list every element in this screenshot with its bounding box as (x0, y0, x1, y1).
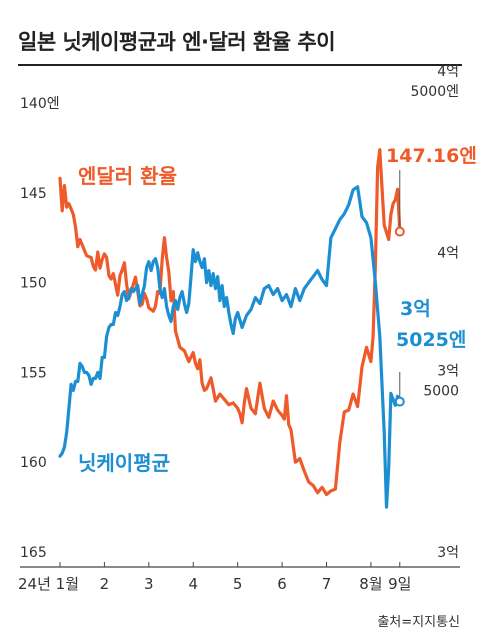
left-axis-label: 155 (20, 365, 47, 381)
end-value-jpy: 147.16엔 (386, 145, 477, 167)
x-tick-label: 5 (233, 575, 243, 593)
x-tick-label: 2 (100, 575, 110, 593)
right-axis-label: 5000엔 (410, 84, 459, 100)
x-tick-label: 8월 (359, 575, 382, 593)
series-name-nikkei: 닛케이평균 (78, 451, 170, 475)
left-axis-label: 160 (20, 455, 47, 471)
x-tick-label: 3 (144, 575, 154, 593)
x-tick-label: 4 (188, 575, 198, 593)
x-tick-label: 6 (277, 575, 287, 593)
right-axis-label: 4억 (437, 246, 459, 262)
title-rule (18, 64, 462, 66)
x-tick-label: 9일 (388, 575, 411, 593)
right-axis-label: 3억 (437, 545, 459, 561)
end-value-nikkei-line2: 5025엔 (396, 329, 466, 351)
series-line-jpy (58, 148, 402, 497)
end-marker-jpy (394, 226, 405, 237)
left-axis-label: 150 (20, 276, 47, 292)
left-axis-label: 140엔 (20, 96, 60, 112)
x-tick-label: 7 (322, 575, 332, 593)
left-axis-label: 145 (20, 186, 47, 202)
right-axis-label: 4억 (437, 64, 459, 80)
chart-title: 일본 닛케이평균과 엔·달러 환율 추이 (18, 30, 336, 54)
right-axis-label: 3억 (437, 363, 459, 379)
source-note: 출처=지지통신 (377, 615, 460, 630)
left-axis-label: 165 (20, 545, 47, 561)
x-tick-label: 24년 1월 (18, 575, 79, 593)
end-marker-nikkei (394, 396, 405, 407)
end-value-nikkei-line1: 3억 (400, 298, 431, 320)
series-name-jpy: 엔달러 환율 (78, 164, 177, 188)
series-line-nikkei (58, 185, 402, 509)
right-axis-label: 5000 (423, 383, 459, 399)
